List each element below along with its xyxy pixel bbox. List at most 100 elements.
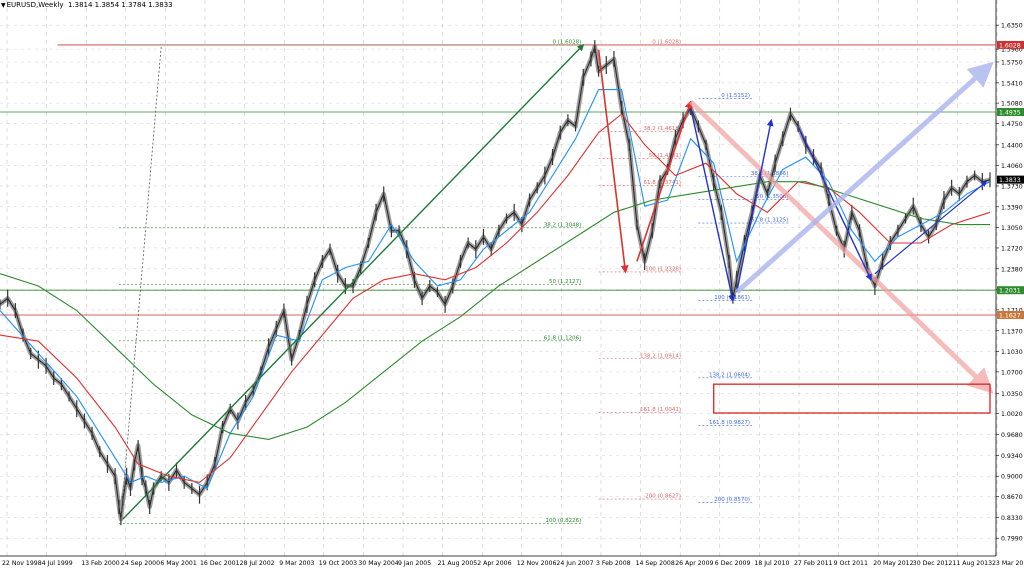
level-label-bg [997,286,1024,295]
x-tick-label: 9 Jan 2005 [398,560,431,567]
x-tick-label: 19 Oct 2003 [319,560,357,567]
x-tick-label: 16 Dec 2001 [200,560,240,567]
y-tick-label: 1.4400 [1001,142,1023,149]
trend-line [690,107,736,303]
level-label-bg [997,40,1024,49]
current-price-label: 1.3833 [999,177,1021,184]
fib-level-label: 38.2 (1.3886) [751,171,789,177]
x-tick-label: 23 Mar 2014 [992,560,1024,567]
x-tick-label: 18 Jul 2010 [754,560,789,567]
x-tick-label: 2 Apr 2006 [477,560,511,567]
y-tick-label: 0.8670 [1001,494,1023,501]
y-tick-label: 0.8330 [1001,515,1023,522]
trend-line [688,100,994,394]
level-label: 1.2031 [999,288,1021,295]
y-tick-label: 0.9680 [1001,432,1023,439]
y-tick-label: 1.4750 [1001,121,1023,128]
y-tick-label: 1.0350 [1001,391,1023,398]
fib-level-label: 61.8 (1.3125) [751,218,789,224]
moving-average-line [0,113,991,483]
y-tick-label: 1.2720 [1001,245,1023,252]
y-tick-label: 1.1030 [1001,349,1023,356]
trend-line [735,61,994,294]
fib-level-label: 38.2 (1.3048) [544,222,582,228]
trend-line [636,100,693,262]
x-tick-label: 6 May 2001 [160,560,196,567]
target-zone-box [713,383,991,414]
x-tick-label: 27 Feb 2011 [794,560,833,567]
x-tick-label: 21 Aug 2005 [438,560,478,567]
fib-level-label: 0 (1.6028) [652,39,681,45]
level-label-bg [997,107,1024,116]
current-price-bg [997,175,1024,184]
y-tick-label: 1.3390 [1001,204,1023,211]
fib-level-label: 100 (0.8226) [545,518,581,524]
fib-level-label: 50 (1.3506) [756,194,788,200]
x-tick-label: 3 Feb 2008 [596,560,631,567]
y-tick-label: 1.5080 [1001,101,1023,108]
level-label: 1.1627 [999,313,1021,320]
fib-level-label: 61.8 (1.3741) [643,180,681,186]
fib-level-label: 200 (0.8627) [645,494,681,500]
fib-level-label: 0 (1.6028) [552,39,581,45]
fib-level-label: 0 (1.5152) [721,93,750,99]
dropdown-triangle-icon[interactable]: ▼ [1,2,6,9]
level-label-bg [997,311,1024,320]
x-tick-label: 9 Mar 2003 [279,560,314,567]
y-tick-label: 1.5750 [1001,59,1023,66]
y-tick-label: 1.3050 [1001,225,1023,232]
fib-level-label: 38.2 (1.4618) [643,126,681,132]
trend-line [120,46,162,520]
fib-level-label: 61.8 (1.1206) [544,335,582,341]
x-tick-label: 22 Nov 1998 [2,560,42,567]
fib-level-label: 138.2 (1.0604) [709,372,750,378]
x-tick-label: 12 Nov 2006 [517,560,557,567]
level-label: 1.6028 [999,42,1021,49]
x-tick-label: 24 Jun 2007 [556,560,593,567]
x-tick-label: 13 Feb 2000 [81,560,120,567]
y-tick-label: 0.7990 [1001,536,1023,543]
fib-level-label: 161.8 (0.9827) [709,420,750,426]
y-tick-label: 1.5960 [1001,47,1023,54]
x-tick-label: 9 Oct 2011 [834,560,868,567]
y-tick-label: 1.1370 [1001,328,1023,335]
y-tick-label: 0.9000 [1001,474,1023,481]
trend-line [736,118,774,293]
x-tick-label: 30 Dec 2012 [913,560,953,567]
y-tick-label: 1.2380 [1001,266,1023,273]
y-tick-label: 1.0020 [1001,411,1023,418]
y-tick-label: 1.3730 [1001,183,1023,190]
x-tick-label: 14 Sep 2008 [636,560,675,567]
trend-line [122,43,585,520]
x-tick-label: 24 Sep 2000 [121,560,160,567]
y-tick-label: 0.9340 [1001,453,1023,460]
fib-level-label: 50 (1.4181) [649,153,681,159]
symbol-label: EURUSD,Weekly [6,1,64,9]
price-line [0,46,991,520]
y-tick-label: 1.5410 [1001,80,1023,87]
x-tick-label: 26 Apr 2009 [675,560,713,567]
fib-level-label: 100 (1.2328) [645,266,681,272]
trend-line [874,180,988,275]
level-label: 1.4935 [999,109,1021,116]
fib-level-label: 161.8 (1.0041) [640,407,681,413]
fib-level-label: 200 (0.8570) [714,497,750,503]
x-tick-label: 11 Aug 2013 [952,560,992,567]
x-tick-label: 28 Jul 2002 [240,560,275,567]
price-band [0,44,991,522]
x-tick-label: 30 May 2004 [358,560,398,567]
trend-line [597,49,629,274]
high-value: 1.3854 [94,1,120,9]
close-value: 1.3833 [148,1,173,9]
moving-average-line [0,89,991,490]
fib-level-label: 138.2 (1.0914) [640,353,681,359]
low-value: 1.3784 [121,1,146,9]
y-tick-label: 1.0700 [1001,369,1023,376]
x-tick-label: 20 May 2012 [873,560,913,567]
y-tick-label: 1.4060 [1001,163,1023,170]
moving-average-line [0,181,990,440]
fib-level-label: 50 (1.2127) [549,279,581,285]
y-tick-label: 1.1710 [1001,307,1023,314]
chart-header: ▼EURUSD,Weekly 1.3814 1.3854 1.3784 1.38… [1,1,173,9]
